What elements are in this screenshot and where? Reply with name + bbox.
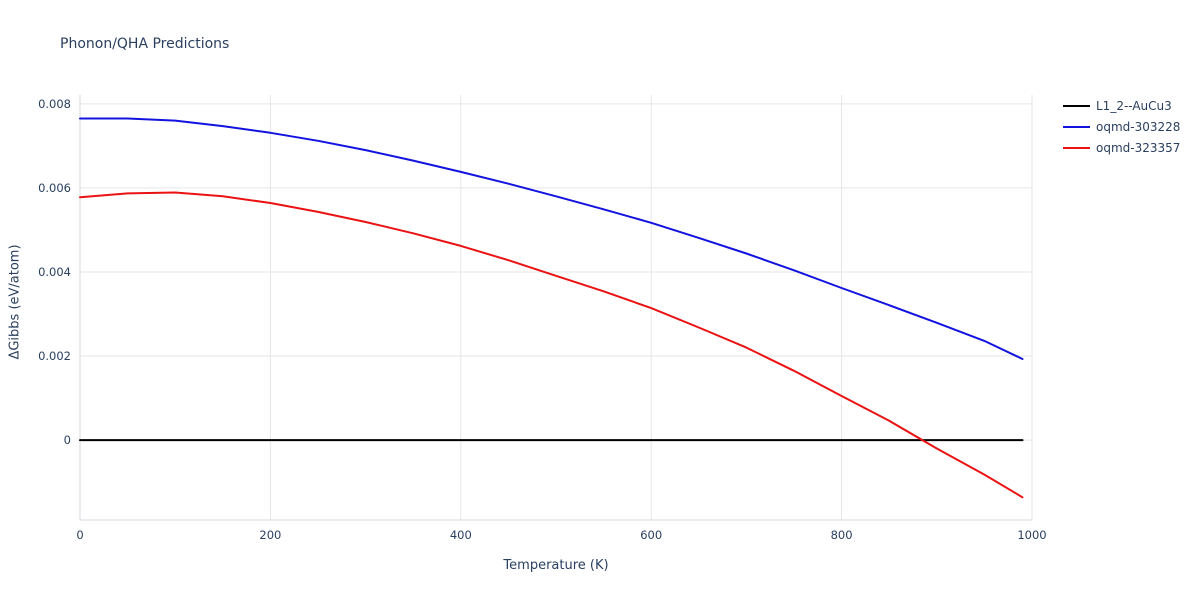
y-tick-label: 0.008	[38, 97, 71, 111]
legend-label: oqmd-323357	[1096, 141, 1181, 155]
legend: L1_2--AuCu3 oqmd-303228 oqmd-323357	[1063, 99, 1180, 155]
legend-line-swatch	[1063, 147, 1090, 149]
legend-label: L1_2--AuCu3	[1096, 99, 1172, 113]
legend-item-oqmd-323357[interactable]: oqmd-323357	[1063, 141, 1180, 155]
y-tick-label: 0	[64, 433, 71, 447]
series-line-oqmd-323357	[79, 191, 1024, 499]
legend-label: oqmd-303228	[1096, 120, 1181, 134]
chart-title: Phonon/QHA Predictions	[60, 36, 230, 52]
y-tick-label: 0.004	[38, 265, 71, 279]
x-tick-label: 400	[450, 528, 472, 542]
x-tick-label: 800	[831, 528, 853, 542]
x-tick-label: 200	[259, 528, 281, 542]
x-tick-label: 0	[76, 528, 83, 542]
y-tick-label: 0.006	[38, 181, 71, 195]
y-tick-label: 0.002	[38, 349, 71, 363]
legend-line-swatch	[1063, 105, 1090, 107]
series-line-oqmd-303228	[79, 117, 1024, 360]
x-tick-label: 1000	[1017, 528, 1046, 542]
legend-item-L1_2--AuCu3[interactable]: L1_2--AuCu3	[1063, 99, 1180, 113]
x-tick-label: 600	[640, 528, 662, 542]
y-axis-label: ΔGibbs (eV/atom)	[7, 244, 23, 360]
legend-line-swatch	[1063, 126, 1090, 128]
x-axis-label: Temperature (K)	[503, 558, 609, 573]
legend-item-oqmd-303228[interactable]: oqmd-303228	[1063, 120, 1180, 134]
